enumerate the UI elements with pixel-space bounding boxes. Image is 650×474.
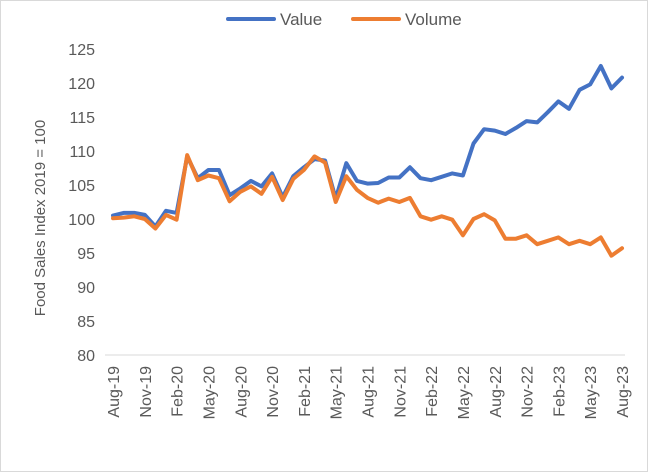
x-tick-label: May-23 bbox=[583, 366, 600, 419]
x-tick-label: Nov-21 bbox=[392, 366, 409, 418]
x-tick-label: Feb-23 bbox=[551, 366, 568, 417]
x-tick-label: Nov-20 bbox=[265, 366, 282, 418]
x-tick-label: Feb-21 bbox=[297, 366, 314, 417]
x-tick-label: May-22 bbox=[456, 366, 473, 419]
x-tick-label: Aug-20 bbox=[233, 366, 250, 418]
x-tick-label: May-21 bbox=[329, 366, 346, 419]
y-tick-label: 85 bbox=[77, 314, 95, 331]
legend-label-value: Value bbox=[280, 10, 322, 29]
x-tick-label: Nov-19 bbox=[138, 366, 155, 418]
series-lines bbox=[111, 64, 624, 258]
y-axis-title: Food Sales Index 2019 = 100 bbox=[32, 120, 49, 316]
x-tick-label: Feb-22 bbox=[424, 366, 441, 417]
y-tick-label: 120 bbox=[68, 76, 95, 93]
y-tick-label: 115 bbox=[69, 110, 95, 127]
y-tick-label: 80 bbox=[77, 348, 95, 365]
x-tick-label: Aug-23 bbox=[615, 366, 632, 418]
y-tick-label: 110 bbox=[69, 144, 95, 161]
x-tick-label: Nov-22 bbox=[520, 366, 537, 418]
legend-label-volume: Volume bbox=[405, 10, 462, 29]
x-tick-label: Feb-20 bbox=[170, 366, 187, 417]
y-axis-ticks: 80 85 90 95 100 105 110 115 120 125 bbox=[68, 42, 95, 365]
x-tick-label: Aug-19 bbox=[106, 366, 123, 418]
series-line-value bbox=[111, 64, 624, 229]
y-tick-label: 125 bbox=[68, 42, 95, 59]
y-tick-label: 105 bbox=[68, 178, 95, 195]
x-axis-ticks: Aug-19 Nov-19 Feb-20 May-20 Aug-20 Nov-20 Feb-… bbox=[106, 366, 632, 419]
y-tick-label: 90 bbox=[77, 280, 95, 297]
x-tick-label: Aug-21 bbox=[361, 366, 378, 418]
legend: Value Volume bbox=[226, 10, 462, 29]
y-tick-label: 100 bbox=[68, 212, 95, 229]
x-tick-label: May-20 bbox=[201, 366, 218, 419]
series-line-volume bbox=[111, 153, 624, 258]
x-tick-label: Aug-22 bbox=[488, 366, 505, 418]
y-tick-label: 95 bbox=[77, 246, 95, 263]
